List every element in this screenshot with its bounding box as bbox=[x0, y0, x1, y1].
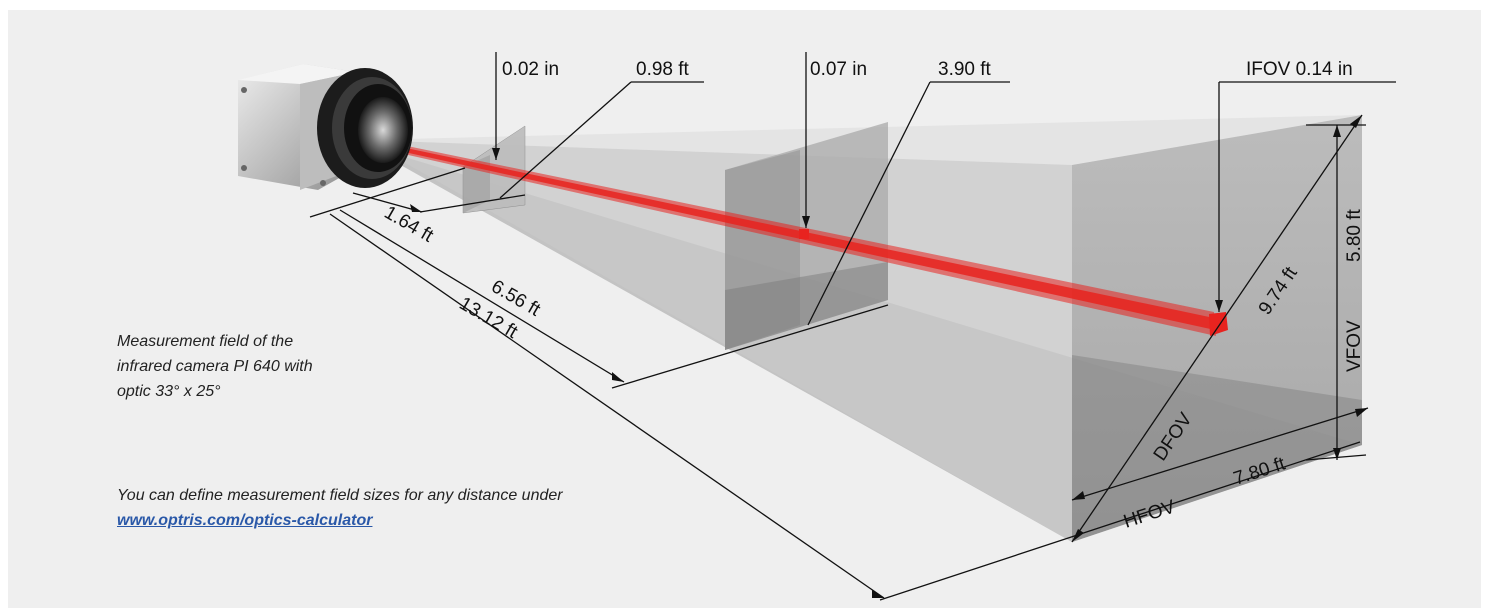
optics-calculator-link[interactable]: www.optris.com/optics-calculator bbox=[117, 512, 373, 529]
calculator-note: You can define measurement field sizes f… bbox=[117, 483, 637, 533]
vfov-label: VFOV bbox=[1344, 320, 1365, 372]
figure-caption: Measurement field of the infrared camera… bbox=[117, 329, 337, 404]
measurement-field-mid bbox=[725, 122, 888, 350]
dimension-lines bbox=[309, 52, 1396, 601]
caption-line: infrared camera PI 640 with bbox=[117, 358, 313, 375]
caption-line: optic 33° x 25° bbox=[117, 383, 221, 400]
ifov-far-label: IFOV 0.14 in bbox=[1246, 59, 1353, 80]
vfov-value-label: 5.80 ft bbox=[1344, 208, 1365, 262]
ifov-near-label: 0.02 in bbox=[502, 59, 559, 80]
infrared-camera-icon bbox=[238, 64, 413, 190]
ifov-spot-far bbox=[1209, 312, 1228, 336]
arrowheads bbox=[410, 115, 1368, 598]
field-mid-label: 3.90 ft bbox=[938, 59, 992, 80]
measurement-beam bbox=[368, 138, 1216, 336]
caption-line: Measurement field of the bbox=[117, 333, 294, 350]
field-near-label: 0.98 ft bbox=[636, 59, 690, 80]
ifov-spot-mid bbox=[799, 229, 809, 239]
calculator-note-text: You can define measurement field sizes f… bbox=[117, 487, 563, 504]
ifov-mid-label: 0.07 in bbox=[810, 59, 867, 80]
fov-cone-side bbox=[365, 140, 1072, 542]
